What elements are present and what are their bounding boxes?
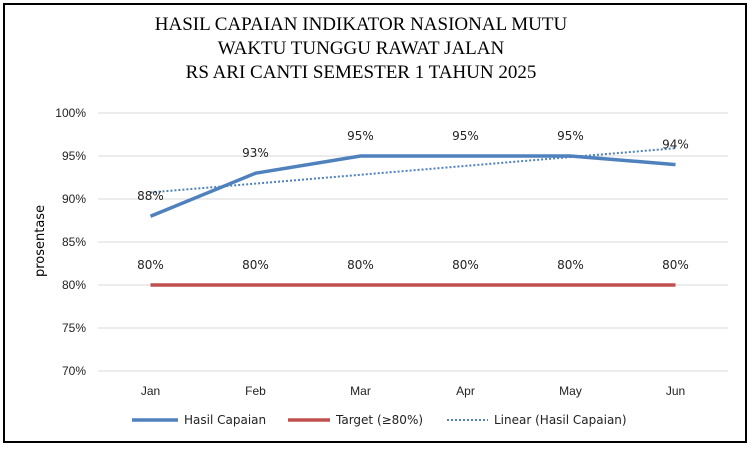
x-tick-label: Feb xyxy=(245,384,266,398)
y-axis-ticks: 70% 75% 80% 85% 90% 95% 100% xyxy=(55,106,86,378)
x-axis-ticks: Jan Feb Mar Apr May Jun xyxy=(141,384,685,398)
y-tick-label: 80% xyxy=(62,278,86,292)
data-label-target: 80% xyxy=(242,258,269,272)
data-label-hasil-capaian: 95% xyxy=(452,129,479,143)
data-label-target: 80% xyxy=(662,258,689,272)
legend-label-target: Target (≥80%) xyxy=(335,413,423,427)
series-group xyxy=(149,147,676,287)
data-label-target: 80% xyxy=(452,258,479,272)
data-label-target: 80% xyxy=(557,258,584,272)
legend: Hasil Capaian Target (≥80%) Linear (Hasi… xyxy=(132,413,627,427)
legend-label-hasil-capaian: Hasil Capaian xyxy=(184,413,266,427)
y-axis-title: prosentase xyxy=(33,205,48,277)
x-tick-label: Mar xyxy=(350,384,371,398)
x-tick-label: Jan xyxy=(141,384,160,398)
data-label-hasil-capaian: 88% xyxy=(137,189,164,203)
chart-title-line-1: HASIL CAPAIAN INDIKATOR NASIONAL MUTU xyxy=(155,14,568,35)
data-label-hasil-capaian: 94% xyxy=(662,138,689,152)
data-label-hasil-capaian: 93% xyxy=(242,146,269,160)
chart-title-line-3: RS ARI CANTI SEMESTER 1 TAHUN 2025 xyxy=(186,62,537,83)
data-labels: 80% 80% 80% 80% 80% 80% 88% 93% 95% 95% 95% 94% xyxy=(137,129,689,272)
chart-title: HASIL CAPAIAN INDIKATOR NASIONAL MUTU WA… xyxy=(155,14,568,83)
y-tick-label: 75% xyxy=(62,321,86,335)
chart-frame xyxy=(3,3,747,443)
data-label-target: 80% xyxy=(347,258,374,272)
chart-title-line-2: WAKTU TUNGGU RAWAT JALAN xyxy=(218,38,505,59)
y-tick-label: 100% xyxy=(55,106,86,120)
series-line-hasil-capaian xyxy=(149,154,676,218)
y-tick-label: 95% xyxy=(62,149,86,163)
x-tick-label: Jun xyxy=(666,384,685,398)
x-tick-label: May xyxy=(559,384,582,398)
y-tick-label: 70% xyxy=(62,364,86,378)
y-tick-label: 85% xyxy=(62,235,86,249)
y-tick-label: 90% xyxy=(62,192,86,206)
data-label-hasil-capaian: 95% xyxy=(557,129,584,143)
data-label-hasil-capaian: 95% xyxy=(347,129,374,143)
legend-label-linear: Linear (Hasil Capaian) xyxy=(494,413,627,427)
x-tick-label: Apr xyxy=(456,384,475,398)
data-label-target: 80% xyxy=(137,258,164,272)
